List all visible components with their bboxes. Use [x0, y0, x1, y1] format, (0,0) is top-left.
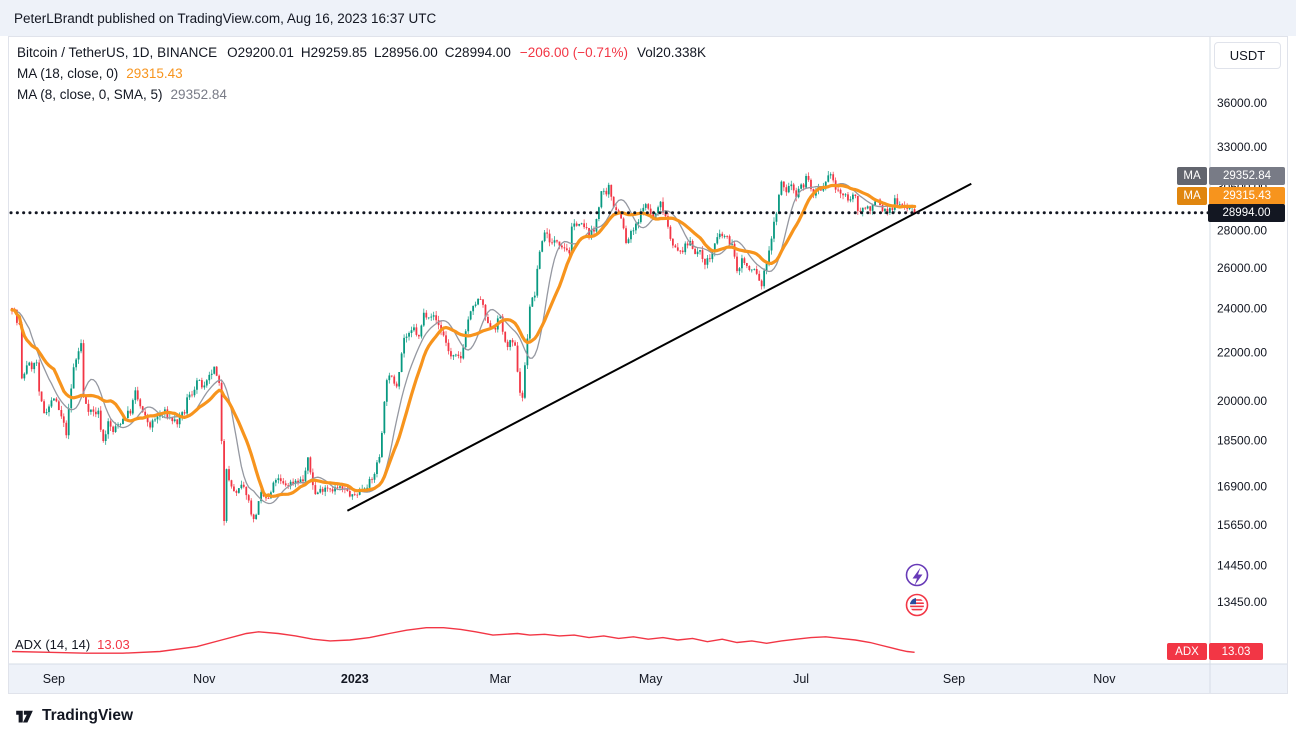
- price-tick-label: 14450.00: [1217, 559, 1267, 573]
- time-tick-label: Jul: [793, 672, 809, 686]
- price-change: −206.00 (−0.71%): [519, 45, 628, 60]
- time-tick-label: Sep: [943, 672, 965, 686]
- adx-label: ADX (14, 14): [15, 637, 91, 652]
- time-tick-label: Nov: [193, 672, 216, 686]
- symbol-row: Bitcoin / TetherUS, 1D, BINANCE O29200.0…: [17, 42, 706, 63]
- adx-price-badge: ADX 13.03: [1167, 643, 1263, 660]
- time-tick-label: Nov: [1093, 672, 1116, 686]
- lightning-bolt-glyph: [912, 567, 923, 586]
- brand-text: TradingView: [42, 706, 134, 724]
- price-chart-canvas[interactable]: Sep Nov 2023 Mar May Jul Sep Nov 36000.00 33000.0…: [9, 37, 1287, 693]
- price-tick-label: 13450.00: [1217, 595, 1267, 609]
- time-tick-label: May: [639, 672, 663, 686]
- price-tick-label: 22000.00: [1217, 346, 1267, 360]
- time-tick-label: 2023: [341, 672, 369, 686]
- candlestick-series: [11, 171, 916, 526]
- price-tick-label: 20000.00: [1217, 394, 1267, 408]
- chart-card: Sep Nov 2023 Mar May Jul Sep Nov 36000.00 33000.0…: [8, 36, 1288, 694]
- time-axis[interactable]: Sep Nov 2023 Mar May Jul Sep Nov: [43, 672, 1116, 686]
- ma8-label: MA (8, close, 0, SMA, 5): [17, 87, 163, 102]
- symbol-title[interactable]: Bitcoin / TetherUS, 1D, BINANCE: [17, 45, 218, 60]
- adx-line[interactable]: [11, 627, 915, 654]
- tradingview-logo-link[interactable]: TradingView: [14, 705, 133, 726]
- price-tick-label: 15650.00: [1217, 518, 1267, 532]
- ma8-value: 29352.84: [170, 87, 227, 102]
- price-tick-label: 28000.00: [1217, 223, 1267, 237]
- chart-legend: Bitcoin / TetherUS, 1D, BINANCE O29200.0…: [17, 42, 706, 105]
- event-icons[interactable]: [905, 563, 929, 617]
- price-tick-label: 16900.00: [1217, 479, 1267, 493]
- price-tick-label: 26000.00: [1217, 261, 1267, 275]
- time-tick-label: Mar: [490, 672, 512, 686]
- time-tick-label: Sep: [43, 672, 65, 686]
- ma8-legend-row[interactable]: MA (8, close, 0, SMA, 5) 29352.84: [17, 84, 706, 105]
- ma18-line[interactable]: [10, 183, 917, 498]
- adx-value: 13.03: [97, 637, 130, 652]
- high-value: H29259.85: [300, 45, 367, 60]
- currency-toggle-button[interactable]: USDT: [1214, 42, 1281, 69]
- ma18-value: 29315.43: [126, 66, 183, 81]
- open-value: O29200.01: [227, 45, 294, 60]
- close-value: C28994.00: [444, 45, 511, 60]
- ma8-line[interactable]: [12, 183, 915, 505]
- price-tick-label: 36000.00: [1217, 96, 1267, 110]
- volume-value: Vol20.338K: [636, 45, 707, 60]
- tradingview-logo-icon: [16, 710, 33, 723]
- last-price-badge: 28994.00: [1208, 204, 1285, 222]
- price-tick-label: 18500.00: [1217, 433, 1267, 447]
- low-value: L28956.00: [373, 45, 438, 60]
- publish-text: PeterLBrandt published on TradingView.co…: [14, 10, 437, 26]
- ma8-price-badge: MA 29352.84: [1177, 167, 1285, 185]
- ma18-label: MA (18, close, 0): [17, 66, 119, 81]
- adx-legend-row[interactable]: ADX (14, 14) 13.03: [15, 637, 130, 652]
- ma18-legend-row[interactable]: MA (18, close, 0) 29315.43: [17, 63, 706, 84]
- ma18-price-badge: MA 29315.43: [1177, 187, 1285, 205]
- us-flag-glyph: [910, 598, 924, 612]
- time-axis-band[interactable]: [9, 664, 1287, 693]
- price-tick-label: 24000.00: [1217, 302, 1267, 316]
- price-tick-label: 33000.00: [1217, 140, 1267, 154]
- publish-bar: PeterLBrandt published on TradingView.co…: [0, 0, 1296, 36]
- trendline[interactable]: [346, 182, 972, 512]
- footer: TradingView: [0, 694, 1296, 737]
